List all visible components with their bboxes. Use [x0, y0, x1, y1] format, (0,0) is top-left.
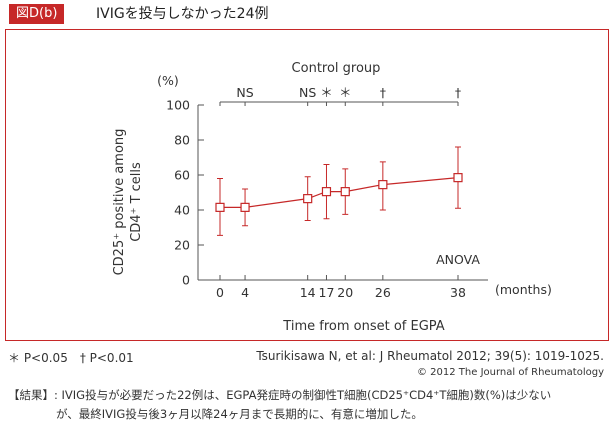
result-text: 【結果】: IVIG投与が必要だった22例は、EGPA発症時の制御性T細胞(CD…: [8, 386, 608, 424]
data-point-17: [321, 187, 332, 197]
series-line: [220, 177, 459, 208]
figure-badge: 図D(b): [9, 4, 65, 24]
x-tick-label-20: 20: [337, 285, 353, 300]
chart-labels: Control group (%) (months) Time from ons…: [112, 61, 552, 334]
y-tick-label-20: 20: [174, 238, 190, 253]
anova-label: ANOVA: [436, 252, 480, 267]
copyright: © 2012 The Journal of Rheumatology: [416, 367, 604, 378]
y-tick-label-0: 0: [182, 273, 190, 288]
y-tick-label-80: 80: [174, 133, 190, 148]
data-point-0: [215, 202, 225, 212]
figure-header: 図D(b) IVIGを投与しなかった24例: [0, 0, 616, 30]
x-tick-label-14: 14: [300, 285, 316, 300]
sig-label-17: ＊: [320, 85, 333, 100]
data-series: [215, 146, 463, 236]
result-line-1: 【結果】: IVIG投与が必要だった22例は、EGPA発症時の制御性T細胞(CD…: [8, 388, 552, 402]
y-tick-label-100: 100: [166, 98, 190, 113]
significance-bracket: NS NS ＊ ＊ † †: [219, 85, 461, 106]
data-point-26: [378, 180, 388, 190]
x-unit-label: (months): [495, 282, 552, 297]
x-tick-label-26: 26: [375, 285, 391, 300]
y-tick-label-60: 60: [174, 168, 190, 183]
x-tick-label-38: 38: [450, 285, 466, 300]
x-tick-label-17: 17: [319, 285, 335, 300]
x-axis-title: Time from onset of EGPA: [282, 319, 444, 334]
sig-label-38: †: [455, 85, 461, 100]
data-point-20: [340, 187, 350, 197]
data-point-14: [303, 194, 313, 204]
x-tick-label-0: 0: [216, 285, 224, 300]
sig-label-26: †: [380, 85, 386, 100]
sig-label-4: NS: [236, 85, 253, 100]
y-tick-label-40: 40: [174, 203, 190, 218]
chart-frame: 0 20 40 60 80 100 0 4 14 17 20 26 38 NS NS ＊＊ † † Contro…: [5, 29, 609, 341]
data-point-38: [453, 173, 463, 183]
chart-title: Control group: [292, 61, 381, 76]
y-axis-title-line1: CD25⁺ positive among: [112, 129, 127, 276]
x-tick-label-4: 4: [241, 285, 249, 300]
figure-title: IVIGを投与しなかった24例: [96, 6, 269, 22]
sig-label-20: ＊: [339, 85, 352, 100]
sig-label-14: NS: [299, 85, 316, 100]
y-axis-title-line2: CD4⁺ T cells: [129, 162, 144, 242]
data-point-4: [240, 202, 250, 212]
result-line-2: が、最終IVIG投与後3ヶ月以降24ヶ月まで長期的に、有意に増加した。: [56, 407, 423, 421]
y-unit-label: (%): [157, 73, 179, 88]
citation: Tsurikisawa N, et al: J Rheumatol 2012; …: [256, 349, 604, 363]
significance-legend: ＊ P<0.05 † P<0.01: [8, 351, 134, 365]
